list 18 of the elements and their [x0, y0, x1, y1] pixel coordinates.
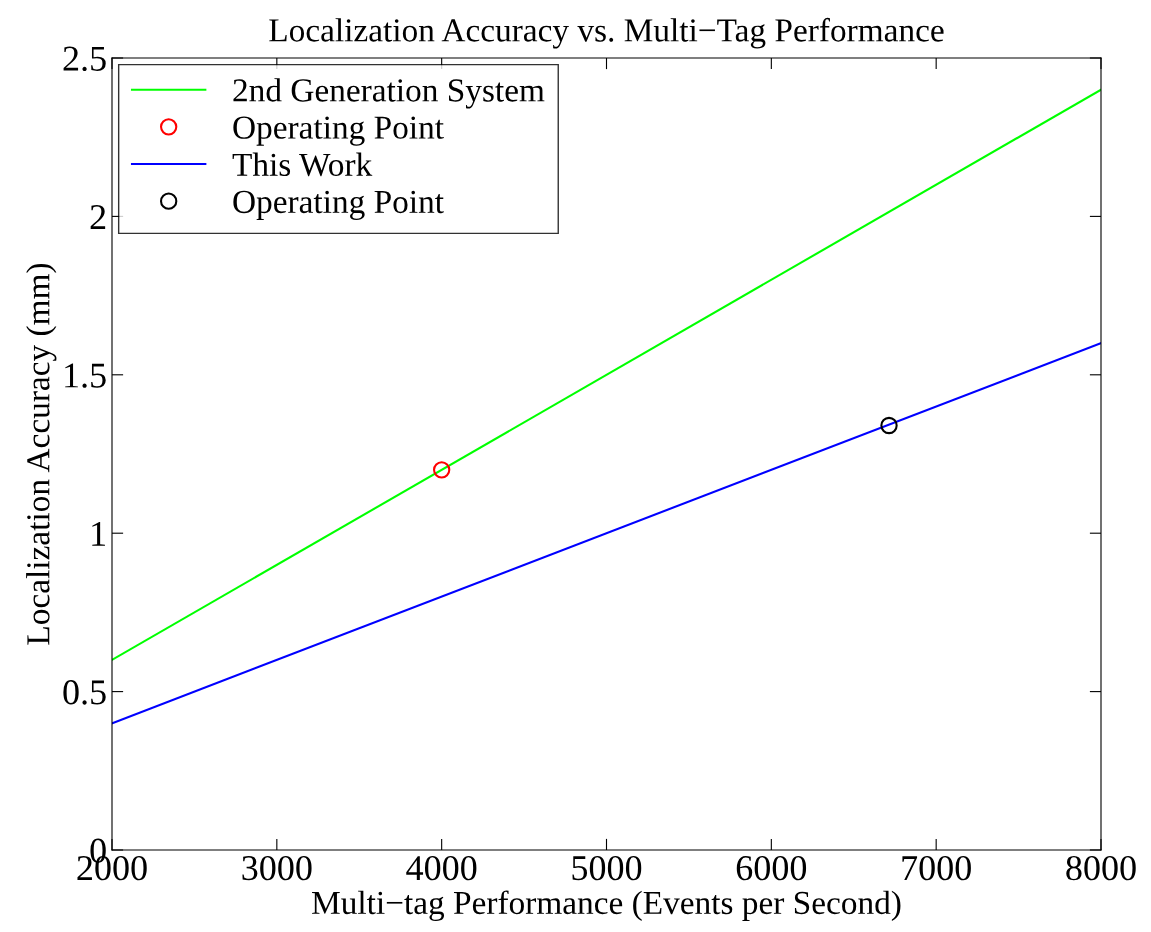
chart-title: Localization Accuracy vs. Multi−Tag Performance [269, 17, 944, 49]
legend-label: This Work [232, 152, 373, 177]
x-tick-label: 5000 [572, 855, 642, 881]
x-tick-label: 3000 [242, 855, 312, 881]
x-tick-label: 6000 [736, 855, 807, 881]
y-tick-label: 2.5 [63, 46, 106, 72]
y-tick-label: 1.5 [65, 363, 106, 388]
y-tick-label: 0.5 [63, 680, 106, 705]
legend-label: 2nd Generation System [233, 78, 545, 109]
x-tick-label: 4000 [406, 855, 477, 881]
legend-label: Operating Point [233, 190, 444, 221]
y-tick-label: 1 [92, 521, 105, 546]
x-tick-label: 8000 [1066, 855, 1136, 881]
x-tick-label: 7000 [902, 855, 971, 881]
x-axis-title: Multi−tag Performance (Events per Second) [312, 890, 901, 922]
y-tick-label: 2 [90, 205, 106, 229]
legend-label: Operating Point [233, 116, 444, 146]
y-axis-title: Localization Accuracy (mm) [26, 263, 57, 645]
